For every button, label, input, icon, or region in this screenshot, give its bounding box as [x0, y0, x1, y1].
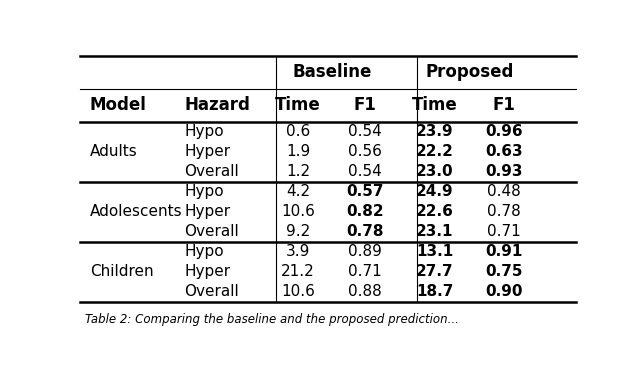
Text: 0.89: 0.89 — [348, 244, 382, 259]
Text: 0.48: 0.48 — [487, 184, 521, 199]
Text: Children: Children — [90, 264, 154, 279]
Text: 10.6: 10.6 — [282, 284, 315, 299]
Text: 23.1: 23.1 — [416, 224, 453, 239]
Text: 27.7: 27.7 — [416, 264, 454, 279]
Text: F1: F1 — [354, 96, 376, 114]
Text: 21.2: 21.2 — [282, 264, 315, 279]
Text: Overall: Overall — [184, 224, 239, 239]
Text: 0.82: 0.82 — [346, 204, 384, 219]
Text: 0.56: 0.56 — [348, 144, 382, 159]
Text: Time: Time — [412, 96, 458, 114]
Text: 23.0: 23.0 — [416, 164, 454, 179]
Text: 0.54: 0.54 — [348, 164, 382, 179]
Text: 9.2: 9.2 — [286, 224, 310, 239]
Text: 0.71: 0.71 — [348, 264, 382, 279]
Text: 0.6: 0.6 — [286, 124, 310, 139]
Text: 0.75: 0.75 — [485, 264, 523, 279]
Text: 13.1: 13.1 — [416, 244, 453, 259]
Text: 22.2: 22.2 — [416, 144, 454, 159]
Text: Model: Model — [90, 96, 147, 114]
Text: Baseline: Baseline — [292, 63, 371, 81]
Text: Adolescents: Adolescents — [90, 204, 182, 219]
Text: Hypo: Hypo — [184, 244, 224, 259]
Text: Hypo: Hypo — [184, 184, 224, 199]
Text: 4.2: 4.2 — [286, 184, 310, 199]
Text: 22.6: 22.6 — [416, 204, 454, 219]
Text: Proposed: Proposed — [425, 63, 513, 81]
Text: Overall: Overall — [184, 284, 239, 299]
Text: 0.88: 0.88 — [348, 284, 382, 299]
Text: 0.71: 0.71 — [487, 224, 521, 239]
Text: 24.9: 24.9 — [416, 184, 454, 199]
Text: Table 2: Comparing the baseline and the proposed prediction...: Table 2: Comparing the baseline and the … — [85, 313, 459, 326]
Text: F1: F1 — [493, 96, 515, 114]
Text: 0.78: 0.78 — [487, 204, 521, 219]
Text: Hypo: Hypo — [184, 124, 224, 139]
Text: 0.96: 0.96 — [485, 124, 523, 139]
Text: Time: Time — [275, 96, 321, 114]
Text: 18.7: 18.7 — [416, 284, 453, 299]
Text: 0.57: 0.57 — [346, 184, 384, 199]
Text: 23.9: 23.9 — [416, 124, 454, 139]
Text: 0.93: 0.93 — [485, 164, 523, 179]
Text: 0.78: 0.78 — [346, 224, 384, 239]
Text: 1.2: 1.2 — [286, 164, 310, 179]
Text: Overall: Overall — [184, 164, 239, 179]
Text: Adults: Adults — [90, 144, 138, 159]
Text: 3.9: 3.9 — [286, 244, 310, 259]
Text: Hyper: Hyper — [184, 144, 230, 159]
Text: 0.54: 0.54 — [348, 124, 382, 139]
Text: Hazard: Hazard — [184, 96, 250, 114]
Text: 10.6: 10.6 — [282, 204, 315, 219]
Text: 0.91: 0.91 — [485, 244, 523, 259]
Text: 1.9: 1.9 — [286, 144, 310, 159]
Text: 0.63: 0.63 — [485, 144, 523, 159]
Text: Hyper: Hyper — [184, 204, 230, 219]
Text: Hyper: Hyper — [184, 264, 230, 279]
Text: 0.90: 0.90 — [485, 284, 523, 299]
